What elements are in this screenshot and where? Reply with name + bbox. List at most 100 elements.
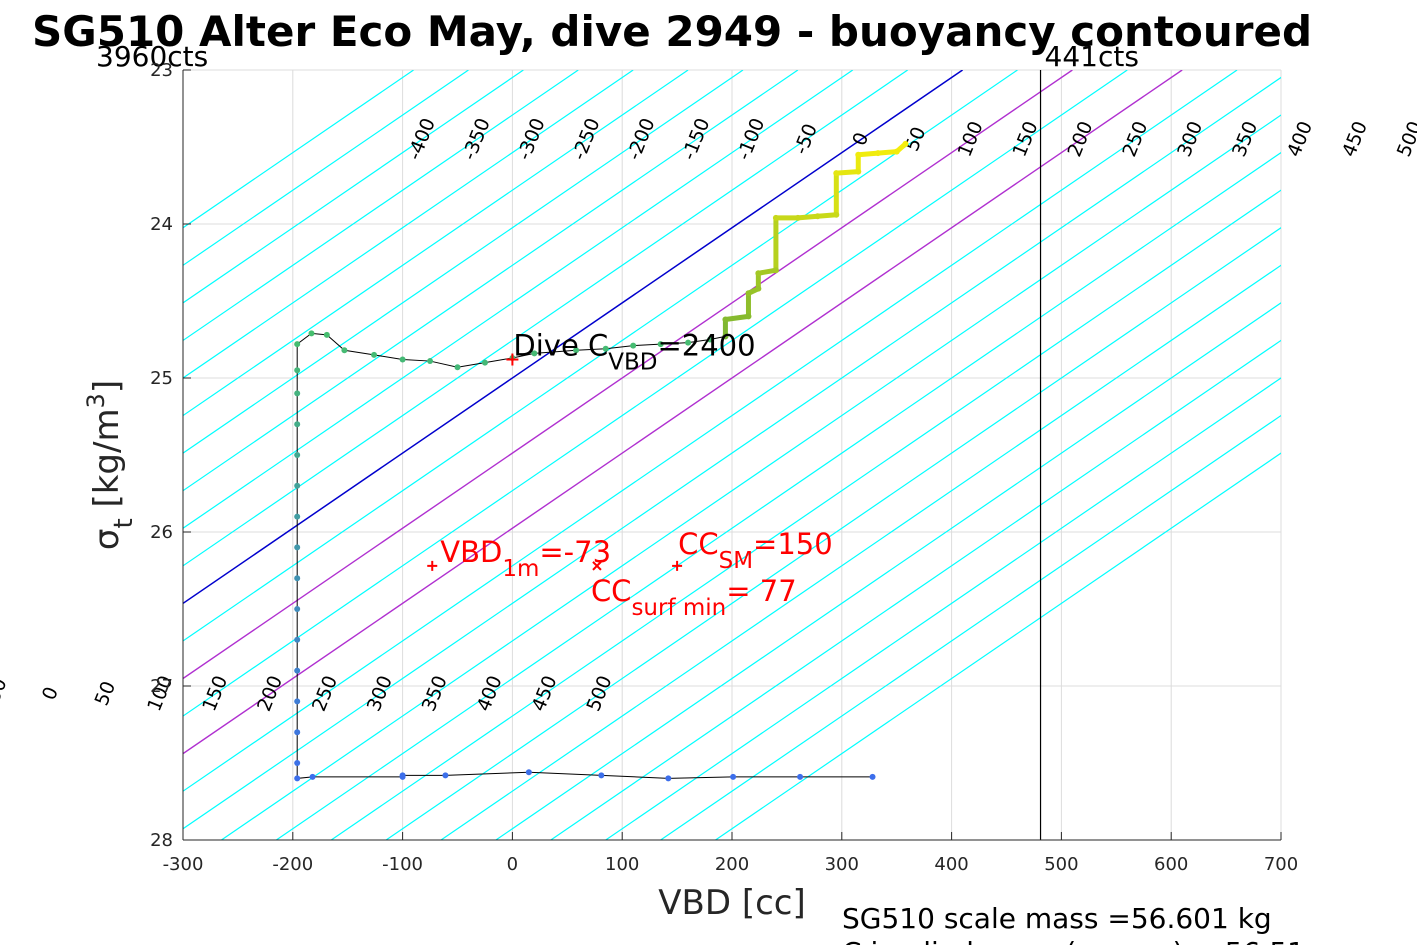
dive-point [399,356,406,363]
contour-label: 50 [91,678,120,709]
climb-point [755,270,762,277]
dive-trace [294,140,909,782]
dive-point [531,350,538,357]
climb-point [893,148,900,155]
contour-line [660,414,1281,840]
ccsurf-marker [592,561,602,571]
svg-text:σt [kg/m3]: σt [kg/m3] [82,380,139,550]
dive-point [399,773,406,780]
contour-line [183,70,689,417]
dive-point [454,364,461,371]
climb-point [855,168,862,175]
contour-line [183,70,414,229]
x-tick-label: -200 [272,854,313,875]
climb-point [722,316,729,323]
contour-label: 0 [38,684,63,703]
climb-point [772,267,779,274]
y-label-close: ] [87,380,127,393]
ccsurf-label: CCsurf min= 77 [591,574,797,621]
footer-scale-mass: SG510 scale mass =56.601 kg [842,902,1272,935]
dive-point [685,339,692,346]
dive-point [797,773,804,780]
contour-label: 400 [1283,118,1317,160]
y-label-unit: [kg/m [87,408,127,518]
dive-point [294,760,301,766]
y-tick-label: 27 [150,676,173,697]
climb-point [755,285,762,292]
contour-label: 450 [1338,118,1372,160]
dive-point [294,729,301,736]
y-label-sub: t [109,518,139,528]
climb-segment [855,150,881,158]
y-tick-label: 25 [150,368,173,389]
contour-line [183,70,1183,755]
contour-line [495,302,1281,840]
dive-point [294,667,301,674]
x-tick-label: 300 [825,854,859,875]
contour-line [183,70,1238,792]
dive-point [294,367,301,374]
dive-point [630,342,637,349]
contour-line [183,70,744,454]
y-tick-label: 24 [150,214,173,235]
dive-point [294,341,301,348]
climb-segment [875,149,900,156]
dive-point [869,773,876,780]
contour-line [183,70,799,492]
dive-point [294,606,301,612]
dive-point [442,772,449,779]
y-tick-label: 28 [150,830,173,851]
dive-point [730,773,737,780]
x-tick-label: -100 [382,854,423,875]
climb-point [833,211,840,218]
chart-title: SG510 Alter Eco May, dive 2949 - buoyanc… [32,7,1312,56]
dive-point [294,636,301,643]
contour-line [550,339,1281,840]
y-label-sigma: σ [87,529,127,551]
x-tick-label: 400 [934,854,968,875]
footer-implied-mass: C implied mass (approx) = 56.51 [842,936,1305,945]
dive-point [294,544,301,551]
dive-point [707,336,714,343]
x-axis-label: VBD [cc] [658,883,806,923]
x-tick-label: 700 [1264,854,1298,875]
dive-point [657,341,664,348]
ccsm-label: CCSM=150 [678,527,833,574]
contour-label: -50 [0,675,12,712]
contour-line [183,70,634,379]
dive-point [573,347,580,354]
dive-point [294,775,301,782]
dive-point [294,482,301,489]
x-tick-label: -300 [163,854,204,875]
climb-point [745,290,752,297]
contour-line [183,70,1128,717]
dive-point [602,345,609,352]
count-limit-lines: 441cts 3960cts [96,40,1139,840]
dive-point [294,513,301,520]
x-tick-label: 100 [605,854,639,875]
dive-point [481,359,488,366]
dive-point [294,452,301,458]
dive-c-label: Dive CVBD=2400 [513,329,755,376]
contour-line [183,70,854,529]
x-tick-label: 0 [507,854,518,875]
contour-line [183,70,1018,642]
dive-point [371,351,378,358]
contour-line [183,70,524,304]
contour-line [183,70,1073,680]
dive-point [323,331,330,338]
climb-point [772,214,779,221]
dive-point [309,773,316,780]
contour-line [440,264,1281,840]
climb-segment [833,169,861,176]
axes: -300 -200 -100 0 100 200 300 400 500 600 700 23 24 25… [150,60,1298,875]
contour-line [385,227,1281,840]
climb-segment [722,313,751,322]
climb-point [902,140,909,147]
contour-line [275,151,1281,840]
climb-point [745,313,752,320]
dive-point [598,772,605,779]
limit-label-441cts: 441cts [1045,40,1139,73]
climb-point [794,214,801,221]
